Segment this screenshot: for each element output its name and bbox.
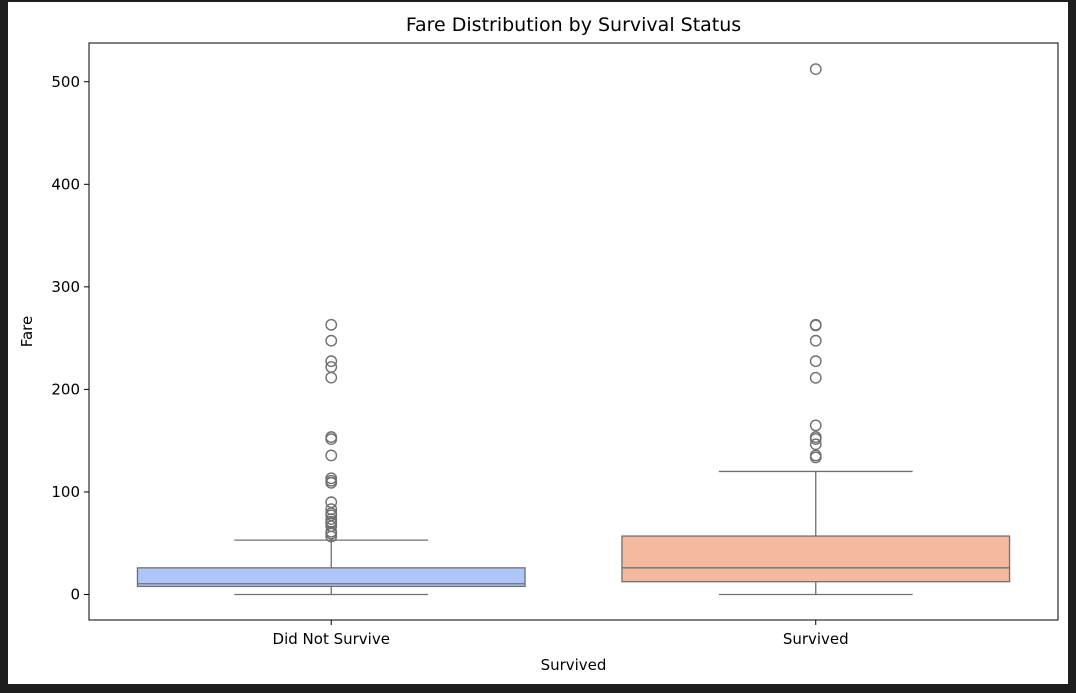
figure: Fare Distribution by Survival Status 0 10… [8,2,1068,684]
outlier-point [325,527,338,540]
x-axis-label: Survived [541,656,607,674]
iqr-box [621,535,1011,583]
x-tick-label: Survived [783,630,849,648]
outlier-point [809,438,822,451]
outlier-point [325,530,338,543]
outlier-point [809,355,822,368]
y-tick-label: 100 [51,483,80,501]
outlier-point [809,451,822,464]
box-series [136,63,1011,596]
iqr-box [136,567,526,588]
outlier-point [809,371,822,384]
status-strip [0,684,1076,693]
x-tick-label: Did Not Survive [273,630,390,648]
outlier-point [809,334,822,347]
outlier-point [809,63,822,76]
outlier-point [325,371,338,384]
x-axis-ticks: Did Not Survive Survived [273,620,849,648]
plot-area-frame [88,42,1059,621]
y-tick-label: 200 [51,380,80,398]
outlier-point [325,433,338,446]
y-tick-label: 300 [51,278,80,296]
box-plot-chart: Fare Distribution by Survival Status 0 10… [18,14,1059,674]
y-tick-label: 500 [51,73,80,91]
y-tick-label: 400 [51,175,80,193]
outlier-point [325,476,338,489]
outlier-point [325,334,338,347]
y-axis-ticks: 0 100 200 300 400 500 [51,73,89,604]
outlier-point [325,355,338,368]
outlier-point [809,419,822,432]
chart-title: Fare Distribution by Survival Status [406,14,741,36]
outlier-point [325,318,338,331]
outlier-point [809,319,822,332]
outlier-point [325,449,338,462]
outlier-point [809,433,822,445]
y-axis-label: Fare [18,316,36,348]
y-tick-label: 0 [70,586,80,604]
